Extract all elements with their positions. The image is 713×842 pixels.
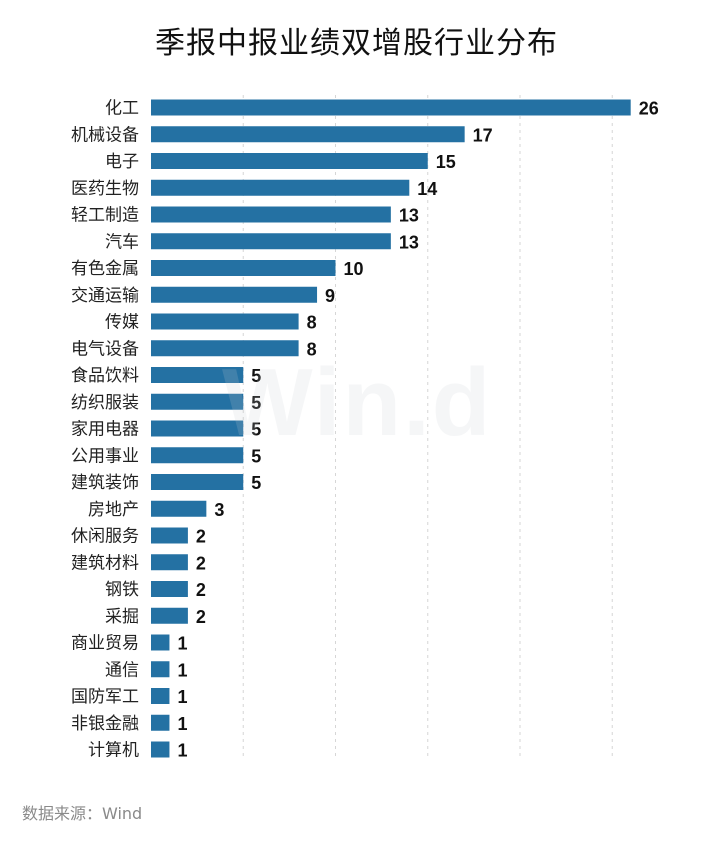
- category-label: 轻工制造: [71, 206, 139, 226]
- category-label: 建筑装饰: [71, 473, 139, 493]
- category-label: 休闲服务: [71, 527, 139, 547]
- value-label: 1: [177, 634, 187, 654]
- value-label: 3: [214, 500, 224, 520]
- value-label: 5: [251, 420, 261, 440]
- value-label: 9: [325, 286, 335, 306]
- bar: [151, 286, 318, 303]
- bar: [151, 688, 170, 704]
- category-label: 国防军工: [71, 687, 139, 707]
- bar: [151, 741, 170, 758]
- category-label: 公用事业: [71, 446, 139, 466]
- bar: [151, 527, 188, 544]
- value-label: 5: [251, 446, 261, 466]
- bar: [151, 233, 391, 250]
- category-label: 医药生物: [71, 179, 139, 199]
- category-label: 化工: [105, 99, 139, 119]
- bar: [151, 126, 465, 143]
- value-label: 1: [177, 687, 187, 707]
- category-label: 采掘: [105, 607, 139, 627]
- bar: [151, 554, 188, 571]
- bar: [151, 714, 170, 731]
- category-label: 电气设备: [71, 339, 139, 359]
- bar: [151, 99, 631, 116]
- category-label: 汽车: [105, 232, 139, 252]
- category-label: 计算机: [88, 741, 139, 761]
- category-label: 商业贸易: [71, 634, 139, 654]
- bar: [151, 661, 170, 678]
- category-label: 纺织服装: [71, 393, 139, 413]
- value-label: 26: [639, 99, 659, 119]
- category-label: 家用电器: [71, 420, 139, 440]
- category-label: 交通运输: [71, 286, 139, 306]
- value-label: 1: [177, 741, 187, 761]
- bar: [151, 607, 188, 624]
- bar: [151, 260, 336, 276]
- value-label: 13: [399, 206, 419, 226]
- value-label: 5: [251, 366, 261, 386]
- watermark: Win.d: [222, 349, 493, 456]
- bar: [151, 634, 170, 651]
- value-label: 2: [196, 527, 206, 547]
- category-label: 非银金融: [71, 714, 139, 734]
- bar: [151, 367, 244, 383]
- value-label: 15: [436, 152, 456, 172]
- value-label: 8: [307, 313, 317, 333]
- value-label: 2: [196, 580, 206, 600]
- bar: [151, 179, 410, 196]
- category-label: 有色金属: [71, 259, 139, 279]
- value-label: 2: [196, 553, 206, 573]
- category-label: 房地产: [88, 500, 139, 520]
- value-label: 5: [251, 393, 261, 413]
- value-label: 17: [473, 125, 493, 145]
- value-label: 1: [177, 714, 187, 734]
- value-label: 2: [196, 607, 206, 627]
- bar: [151, 153, 428, 169]
- value-label: 1: [177, 660, 187, 680]
- bar: [151, 447, 244, 464]
- category-label: 机械设备: [71, 125, 139, 145]
- bar: [151, 393, 244, 410]
- category-label: 电子: [105, 152, 139, 172]
- bar: [151, 474, 244, 490]
- bar: [151, 581, 188, 597]
- bar: [151, 500, 207, 517]
- value-label: 14: [417, 179, 437, 199]
- chart-title: 季报中报业绩双增股行业分布: [155, 26, 558, 61]
- category-label: 钢铁: [105, 580, 139, 600]
- category-label: 传媒: [105, 313, 139, 333]
- value-label: 5: [251, 473, 261, 493]
- bar: [151, 420, 244, 437]
- category-label: 建筑材料: [71, 553, 139, 573]
- source-note: 数据来源：Wind: [22, 804, 143, 823]
- category-label: 通信: [105, 660, 139, 680]
- bar: [151, 206, 391, 223]
- bar: [151, 313, 299, 330]
- category-label: 食品饮料: [71, 366, 139, 386]
- value-label: 10: [344, 259, 364, 279]
- value-label: 8: [307, 339, 317, 359]
- value-label: 13: [399, 232, 419, 252]
- bar: [151, 340, 299, 357]
